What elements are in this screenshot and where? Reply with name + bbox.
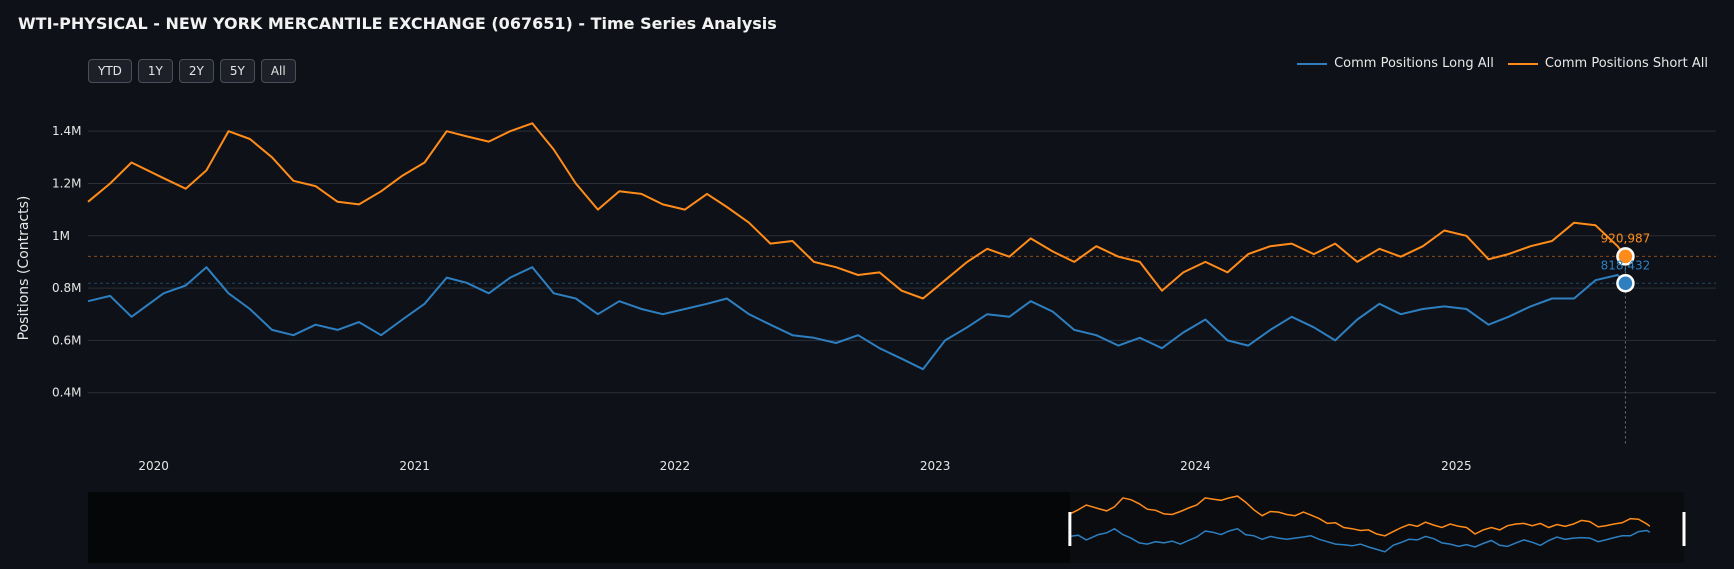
range-button-ytd[interactable]: YTD xyxy=(88,59,132,83)
range-selector: YTD 1Y 2Y 5Y All xyxy=(88,59,296,83)
range-button-2y[interactable]: 2Y xyxy=(178,59,214,83)
navigator-short-series-line xyxy=(1069,495,1651,537)
chart-title: WTI-PHYSICAL - NEW YORK MERCANTILE EXCHA… xyxy=(18,14,777,33)
x-tick-label: 2021 xyxy=(399,459,430,473)
navigator-background xyxy=(88,492,1684,563)
short-latest-marker xyxy=(1616,247,1635,266)
long-latest-marker xyxy=(1616,274,1635,293)
long-series-line xyxy=(87,266,1627,371)
range-button-all[interactable]: All xyxy=(260,59,296,83)
y-tick-label: 0.4M xyxy=(52,386,81,400)
short-latest-label: 920,987 xyxy=(1601,231,1651,245)
legend-swatch-long xyxy=(1297,62,1328,65)
legend-label-short: Comm Positions Short All xyxy=(1544,56,1708,71)
navigator-handle-right[interactable] xyxy=(1682,512,1686,546)
chart-legend: Comm Positions Long All Comm Positions S… xyxy=(1297,56,1708,71)
range-button-1y[interactable]: 1Y xyxy=(137,59,173,83)
navigator-mask-left xyxy=(88,492,1070,563)
x-tick-label: 2022 xyxy=(660,459,691,473)
short-series-line xyxy=(87,122,1627,300)
legend-label-long: Comm Positions Long All xyxy=(1334,56,1494,71)
range-button-5y[interactable]: 5Y xyxy=(219,59,255,83)
y-tick-label: 0.6M xyxy=(52,333,81,347)
x-tick-label: 2020 xyxy=(138,459,169,473)
y-tick-label: 0.8M xyxy=(52,281,81,295)
navigator-handle-left[interactable] xyxy=(1068,512,1072,546)
long-latest-label: 818,432 xyxy=(1601,258,1651,272)
x-tick-label: 2024 xyxy=(1180,459,1211,473)
legend-item-long[interactable]: Comm Positions Long All xyxy=(1297,56,1494,71)
y-tick-label: 1M xyxy=(52,229,70,243)
legend-item-short[interactable]: Comm Positions Short All xyxy=(1507,56,1708,71)
y-tick-label: 1.4M xyxy=(52,124,81,138)
navigator-long-series-line xyxy=(1069,527,1651,553)
range-navigator xyxy=(88,492,1686,563)
legend-swatch-short xyxy=(1507,62,1538,65)
x-tick-label: 2023 xyxy=(920,459,951,473)
x-tick-label: 2025 xyxy=(1441,459,1472,473)
y-tick-label: 1.2M xyxy=(52,176,81,190)
